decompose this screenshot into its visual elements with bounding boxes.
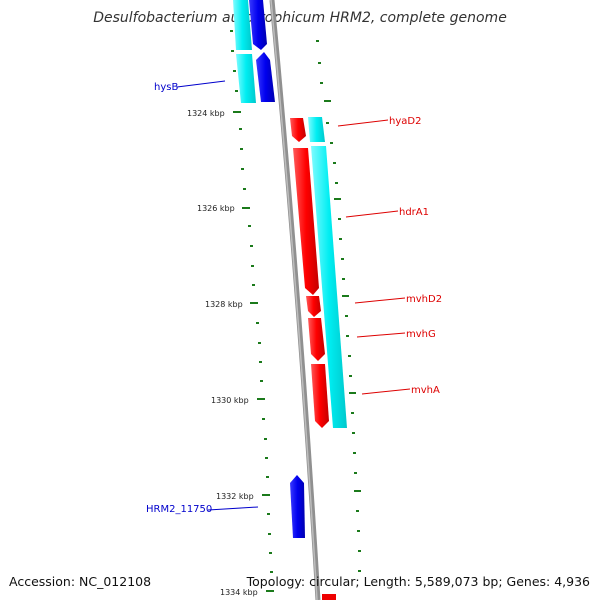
ruler-label: 1330 kbp xyxy=(211,396,249,405)
genome-backbone xyxy=(269,0,321,600)
gene-label-hdrA1[interactable]: hdrA1 xyxy=(399,207,429,218)
gene-label-hyaD2[interactable]: hyaD2 xyxy=(389,116,421,127)
gene-mvhD2[interactable] xyxy=(306,296,321,317)
ruler-label: 1326 kbp xyxy=(197,204,235,213)
label-leaders xyxy=(176,80,411,511)
outer-tick-track xyxy=(230,30,274,592)
gene-label-mvhD2[interactable]: mvhD2 xyxy=(406,294,442,305)
cds-track-top xyxy=(233,0,256,103)
gene-label-mvhG[interactable]: mvhG xyxy=(406,329,436,340)
gene-mvhG[interactable] xyxy=(308,318,325,361)
ruler-label: 1334 kbp xyxy=(220,588,258,597)
ruler-label: 1332 kbp xyxy=(216,492,254,501)
cds-track-plus xyxy=(308,117,347,428)
topology-summary: Topology: circular; Length: 5,589,073 bp… xyxy=(246,574,590,589)
gene-HRM2-11750[interactable] xyxy=(290,475,305,538)
ruler-label: 1324 kbp xyxy=(187,109,225,118)
accession-label: Accession: NC_012108 xyxy=(9,574,152,589)
gene-label-HRM2-11750[interactable]: HRM2_11750 xyxy=(146,504,212,515)
ruler-label: 1328 kbp xyxy=(205,300,243,309)
gene-hdrA1[interactable] xyxy=(293,148,319,295)
gene-label-hysB[interactable]: hysB xyxy=(154,82,178,93)
genome-title: Desulfobacterium autotrophicum HRM2, com… xyxy=(93,10,507,26)
partial-feature-bottom xyxy=(322,594,336,600)
gene-label-mvhA[interactable]: mvhA xyxy=(411,385,440,396)
gene-mvhA[interactable] xyxy=(311,364,329,428)
inner-tick-track xyxy=(316,40,361,572)
gene-hyaD2[interactable] xyxy=(290,118,306,142)
gene-hysB-region[interactable] xyxy=(249,0,275,102)
